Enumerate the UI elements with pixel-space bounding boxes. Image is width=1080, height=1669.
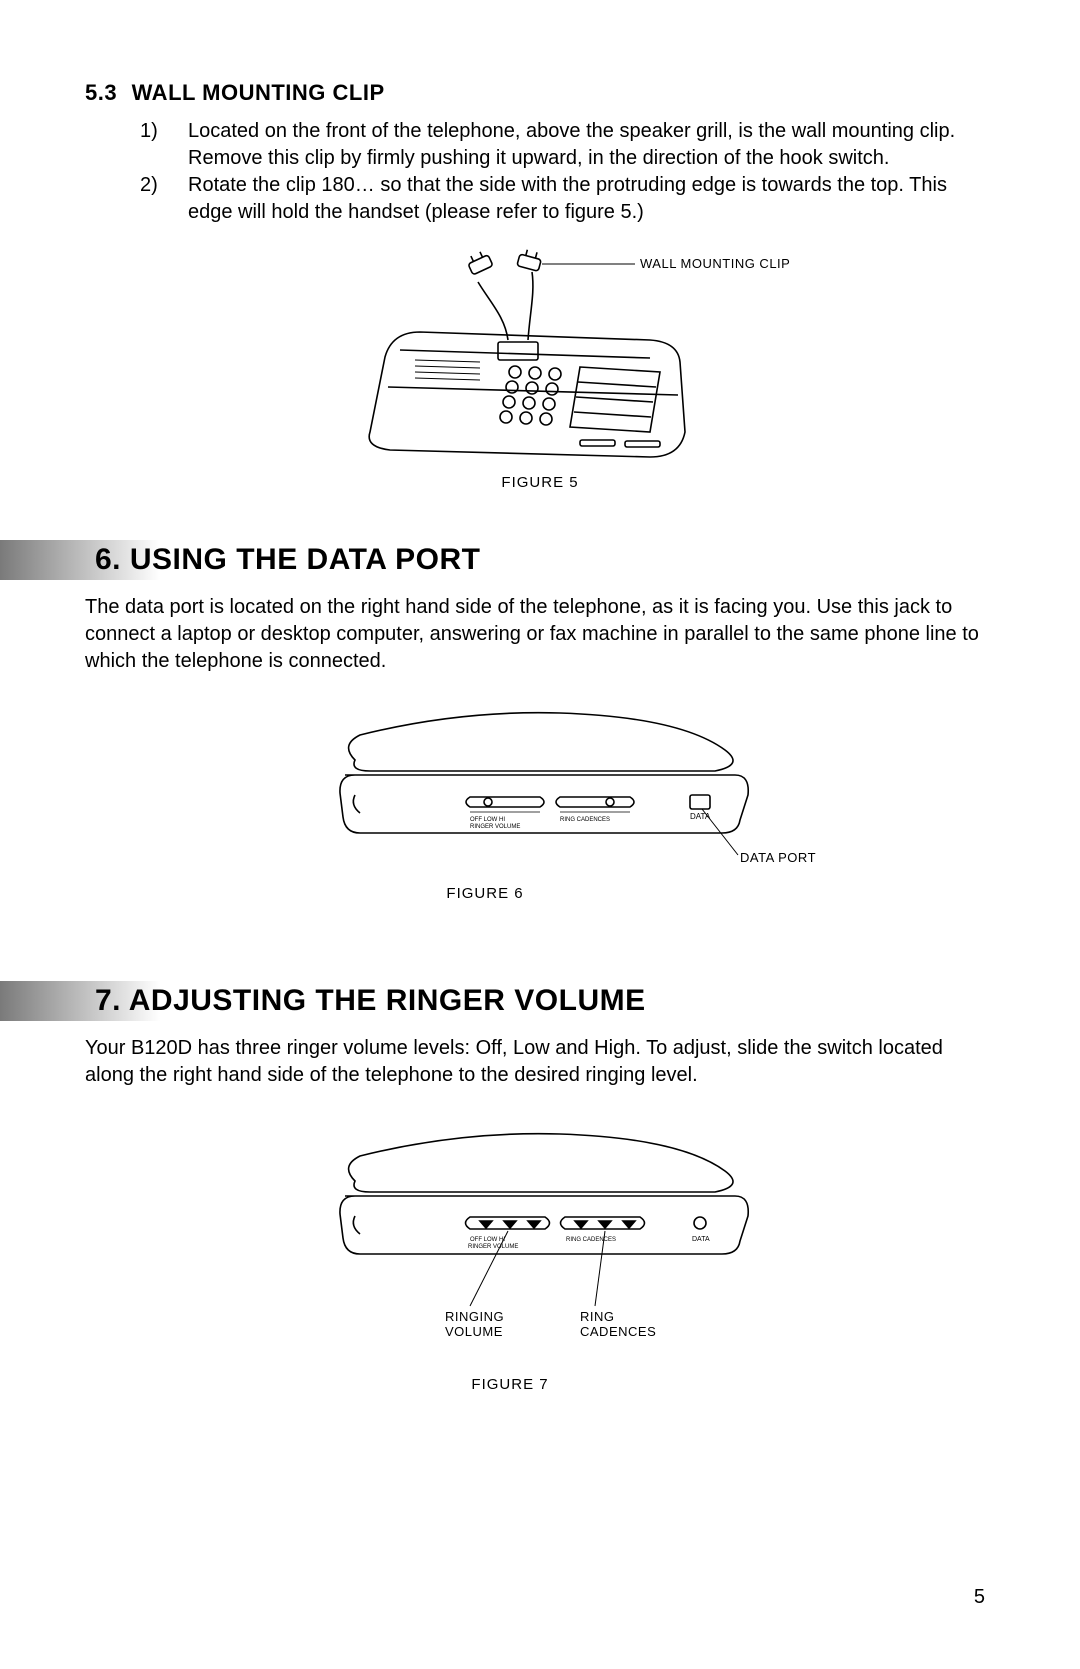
section-7-title: 7. ADJUSTING THE RINGER VOLUME <box>95 984 646 1018</box>
figure-6: DATA OFF LOW HI RINGER VOLUME RING CADEN… <box>260 705 820 935</box>
figure-5: WALL MOUNTING CLIP FIGURE 5 <box>280 232 800 512</box>
list-item: 1) Located on the front of the telephone… <box>140 118 995 172</box>
svg-text:RINGER VOLUME: RINGER VOLUME <box>468 1244 518 1250</box>
subsection-title: WALL MOUNTING CLIP <box>132 80 385 105</box>
numbered-list: 1) Located on the front of the telephone… <box>140 118 995 226</box>
section-6-header: 6. USING THE DATA PORT <box>85 540 995 580</box>
list-item: 2) Rotate the clip 180… so that the side… <box>140 172 995 226</box>
svg-text:OFF LOW HI: OFF LOW HI <box>470 817 505 823</box>
figure-7-callout-right-l1: RING <box>580 1309 615 1324</box>
figure-7-callout-right-l2: CADENCES <box>580 1324 656 1339</box>
svg-text:RING CADENCES: RING CADENCES <box>566 1237 616 1243</box>
figure-7-callout-left-l2: VOLUME <box>445 1324 503 1339</box>
figure-5-callout: WALL MOUNTING CLIP <box>640 256 790 271</box>
figure-7: DATA OFF LOW HI RINGER VOLUME RING CADEN… <box>260 1131 820 1421</box>
svg-text:DATA: DATA <box>692 1236 710 1243</box>
figure-7-caption: FIGURE 7 <box>260 1376 760 1393</box>
document-page: 5.3 WALL MOUNTING CLIP 1) Located on the… <box>0 0 1080 1669</box>
figure-6-callout: DATA PORT <box>740 850 816 865</box>
subsection-number: 5.3 <box>85 80 125 106</box>
telephone-side-ringer-icon: DATA OFF LOW HI RINGER VOLUME RING CADEN… <box>260 1131 820 1361</box>
list-item-number: 2) <box>140 172 188 226</box>
telephone-side-dataport-icon: DATA OFF LOW HI RINGER VOLUME RING CADEN… <box>260 705 820 880</box>
list-item-number: 1) <box>140 118 188 172</box>
figure-6-caption: FIGURE 6 <box>260 885 710 902</box>
section-6-title: 6. USING THE DATA PORT <box>95 543 480 577</box>
svg-text:OFF LOW HI: OFF LOW HI <box>470 1237 505 1243</box>
figure-5-caption: FIGURE 5 <box>280 474 800 491</box>
page-number: 5 <box>974 1586 985 1609</box>
figure-7-callout-left-l1: RINGING <box>445 1309 504 1324</box>
list-item-text: Located on the front of the telephone, a… <box>188 118 995 172</box>
svg-text:RING CADENCES: RING CADENCES <box>560 817 610 823</box>
list-item-text: Rotate the clip 180… so that the side wi… <box>188 172 995 226</box>
section-7-body: Your B120D has three ringer volume level… <box>85 1035 995 1089</box>
subsection-5-3-heading: 5.3 WALL MOUNTING CLIP <box>85 80 995 106</box>
svg-text:RINGER VOLUME: RINGER VOLUME <box>470 824 520 830</box>
section-7-header: 7. ADJUSTING THE RINGER VOLUME <box>85 981 995 1021</box>
section-6-body: The data port is located on the right ha… <box>85 594 995 675</box>
